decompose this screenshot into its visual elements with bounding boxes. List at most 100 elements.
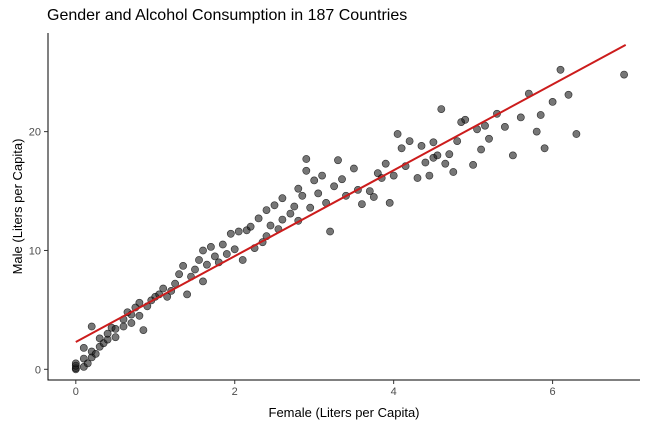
data-point <box>71 359 80 368</box>
data-point <box>111 333 120 342</box>
data-point <box>357 200 366 208</box>
data-point <box>318 171 326 180</box>
data-point <box>139 326 148 334</box>
data-point <box>159 284 168 293</box>
data-point <box>453 137 462 145</box>
data-point <box>254 214 263 223</box>
data-point <box>286 209 295 218</box>
data-point <box>389 171 398 180</box>
data-point <box>369 193 378 201</box>
data-point <box>195 256 203 264</box>
data-point <box>238 256 247 264</box>
data-point <box>290 202 299 211</box>
data-point <box>449 168 458 176</box>
data-point <box>270 201 279 210</box>
data-point <box>91 349 100 358</box>
data-point <box>481 121 489 130</box>
data-point <box>564 90 573 99</box>
trend-line <box>75 44 627 343</box>
data-point <box>516 113 525 122</box>
data-point <box>421 158 430 167</box>
data-point <box>326 227 334 236</box>
data-point <box>302 155 311 163</box>
data-point <box>226 229 235 238</box>
data-point <box>199 246 207 255</box>
data-point <box>338 175 346 184</box>
data-point <box>83 359 92 368</box>
data-point <box>532 127 541 136</box>
data-point <box>381 159 390 168</box>
data-point <box>79 343 88 352</box>
data-point <box>298 191 307 200</box>
data-point <box>349 164 358 173</box>
data-point <box>425 171 434 180</box>
data-point <box>119 322 128 331</box>
data-point <box>365 187 374 195</box>
data-point <box>485 134 493 143</box>
data-point <box>266 221 275 230</box>
data-point <box>183 290 191 299</box>
data-point <box>620 70 628 79</box>
data-point <box>310 176 319 185</box>
data-point <box>294 184 303 193</box>
data-point <box>278 215 287 224</box>
data-point <box>548 98 557 106</box>
data-point <box>230 245 239 254</box>
data-point <box>413 174 422 182</box>
data-point <box>202 260 211 269</box>
chart-title: Gender and Alcohol Consumption in 187 Co… <box>47 7 408 24</box>
data-point <box>509 151 517 160</box>
data-point <box>536 111 545 119</box>
data-point <box>234 227 243 236</box>
x-tick-label: 0 <box>73 386 79 398</box>
data-point <box>433 151 442 160</box>
data-point <box>191 265 199 274</box>
data-point <box>461 115 470 124</box>
data-point <box>477 145 485 154</box>
data-point <box>556 65 565 74</box>
data-point <box>135 298 144 307</box>
data-point <box>278 194 287 203</box>
data-point <box>540 144 549 153</box>
points-layer <box>71 65 628 374</box>
data-point <box>405 137 414 145</box>
data-point <box>397 144 406 153</box>
data-point <box>385 198 394 207</box>
data-point <box>135 311 144 320</box>
data-point <box>441 159 450 168</box>
x-tick-label: 4 <box>391 386 397 398</box>
x-tick-label: 2 <box>232 386 238 398</box>
data-point <box>199 277 207 286</box>
data-point <box>469 160 477 169</box>
y-axis-label: Male (Liters per Capita) <box>10 139 25 275</box>
data-point <box>127 319 136 327</box>
y-tick-label: 20 <box>29 127 41 139</box>
data-point <box>334 156 342 165</box>
data-point <box>179 261 187 270</box>
data-point <box>572 130 581 138</box>
data-point <box>111 324 120 333</box>
data-point <box>393 130 402 138</box>
data-point <box>206 242 215 251</box>
x-tick-label: 6 <box>550 386 556 398</box>
data-point <box>175 270 183 279</box>
data-point <box>429 138 438 147</box>
data-point <box>87 322 96 331</box>
x-axis-label: Female (Liters per Capita) <box>269 405 420 420</box>
data-point <box>222 250 231 258</box>
data-point <box>262 206 271 214</box>
data-point <box>445 150 454 159</box>
y-tick-label: 0 <box>35 364 41 376</box>
data-point <box>417 141 426 150</box>
data-point <box>103 329 112 338</box>
y-tick-label: 10 <box>29 245 41 257</box>
data-point <box>437 105 446 113</box>
trend-layer <box>75 44 627 343</box>
data-point <box>218 240 227 249</box>
data-point <box>210 252 219 261</box>
data-point <box>500 123 509 131</box>
data-point <box>302 166 311 175</box>
data-point <box>330 182 338 191</box>
